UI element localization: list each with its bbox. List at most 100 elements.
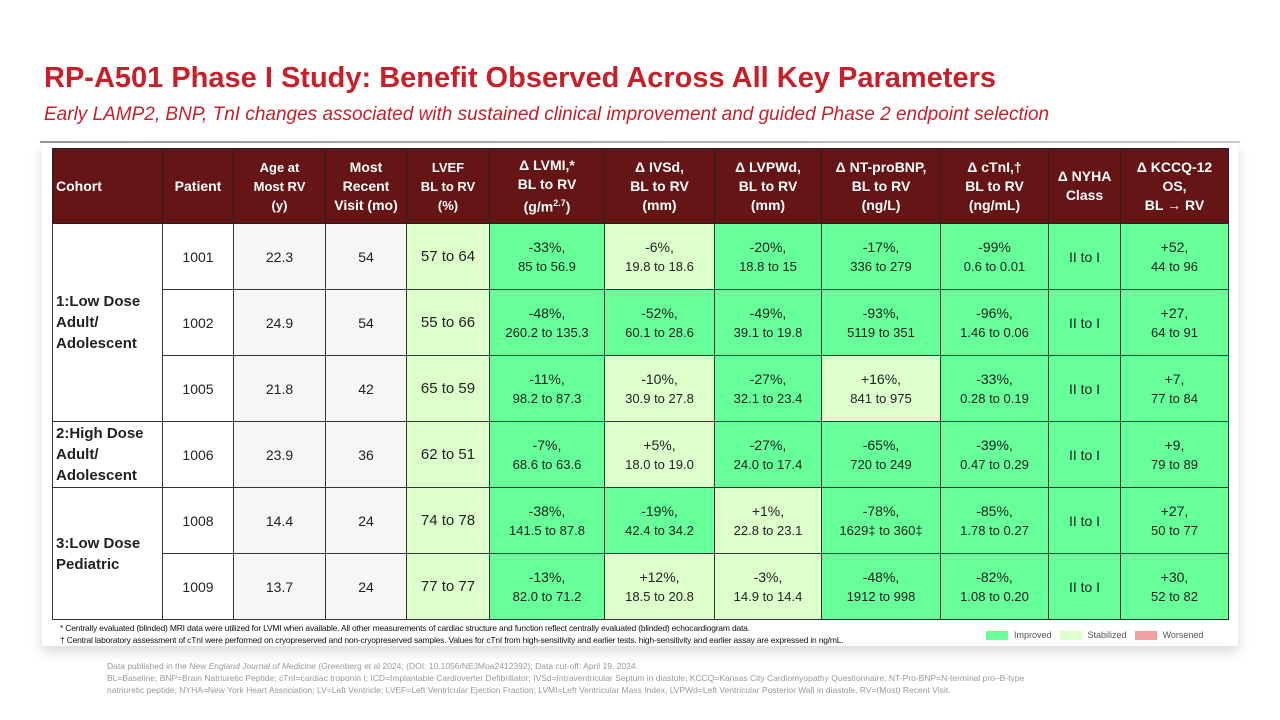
cell-value-imp: +27, 64 to 91 (1120, 289, 1229, 356)
range-value: 30.9 to 27.8 (625, 390, 694, 406)
change-value: -33%, (528, 238, 566, 255)
range-value: 1.08 to 0.20 (960, 588, 1029, 604)
change-value: II to I (1068, 380, 1101, 397)
change-value: -39%, (976, 436, 1013, 453)
range-value: 32.1 to 23.4 (733, 390, 803, 406)
cell-value-stab: +5%, 18.0 to 19.0 (604, 421, 715, 488)
column-header: LVEF BL to RV (%) (406, 148, 490, 224)
change-value: -33%, (976, 370, 1013, 387)
cell-value-imp: -52%, 60.1 to 28.6 (604, 289, 715, 356)
range-value: 18.8 to 15 (739, 258, 797, 274)
change-value: +5%, (643, 436, 676, 453)
change-value: +27, (1160, 502, 1189, 519)
change-value: 77 to 77 (420, 577, 476, 595)
cell-value-stab: -3%, 14.9 to 14.4 (714, 553, 822, 620)
change-value: -85%, (976, 502, 1013, 519)
change-value: -20%, (749, 238, 787, 255)
cell-value-stab: 57 to 64 (406, 223, 490, 290)
cell-value-imp: II to I (1048, 421, 1121, 488)
range-value: 0.47 to 0.29 (960, 456, 1029, 472)
footnote-ctni: † Central laboratory assessment of cTnI … (60, 635, 844, 645)
cohort-label: 2:High Dose Adult/ Adolescent (52, 421, 163, 488)
cell-age: 23.9 (233, 421, 326, 488)
range-value: 64 to 91 (1151, 324, 1198, 340)
column-header: Δ NYHA Class (1048, 148, 1121, 224)
footnotes: * Centrally evaluated (blinded) MRI data… (60, 622, 844, 646)
cell-patient: 1006 (162, 421, 234, 488)
range-value: 98.2 to 87.3 (512, 390, 582, 406)
source-footer: Data published in the New England Journa… (107, 660, 1027, 696)
change-value: -82%, (976, 568, 1013, 585)
change-value: 57 to 64 (420, 247, 476, 265)
cell-value-imp: +27, 50 to 77 (1120, 487, 1229, 554)
change-value: -93%, (862, 304, 900, 321)
change-value: +27, (1160, 304, 1189, 321)
cell-age: 14.4 (233, 487, 326, 554)
range-value: 18.0 to 19.0 (625, 456, 694, 472)
table-row: 1009 13.7 24 77 to 77 -13%, 82.0 to 71.2 +12%,… (53, 553, 1229, 620)
cell-visit: 54 (325, 289, 407, 356)
cell-value-imp: +7, 77 to 84 (1120, 355, 1229, 422)
cell-value-imp: -85%, 1.78 to 0.27 (940, 487, 1049, 554)
range-value: 336 to 279 (850, 258, 912, 274)
cell-patient: 1008 (162, 487, 234, 554)
change-value: II to I (1068, 314, 1101, 331)
cell-visit: 24 (325, 553, 407, 620)
change-value: +1%, (751, 502, 785, 519)
change-value: +16%, (860, 370, 902, 387)
range-value: 39.1 to 19.8 (733, 324, 803, 340)
change-value: -10%, (641, 370, 678, 387)
cell-visit: 24 (325, 487, 407, 554)
cell-patient: 1009 (162, 553, 234, 620)
cell-value-imp: -33%, 85 to 56.9 (489, 223, 605, 290)
range-value: 77 to 84 (1151, 390, 1198, 406)
cell-value-imp: +30, 52 to 82 (1120, 553, 1229, 620)
cell-value-imp: -7%, 68.6 to 63.6 (489, 421, 605, 488)
range-value: 85 to 56.9 (518, 258, 576, 274)
cell-visit: 54 (325, 223, 407, 290)
change-value: II to I (1068, 578, 1101, 595)
change-value: II to I (1068, 248, 1101, 265)
change-value: -3%, (753, 568, 783, 585)
range-value: 141.5 to 87.8 (509, 522, 585, 538)
change-value: 74 to 78 (420, 511, 476, 529)
change-value: -7%, (532, 436, 562, 453)
range-value: 60.1 to 28.6 (625, 324, 694, 340)
header-row: Cohort Patient Age at Most RV (y) Most Recent V… (52, 148, 1229, 224)
range-value: 19.8 to 18.6 (625, 258, 694, 274)
change-value: -27%, (749, 436, 787, 453)
cell-value-stab: -6%, 19.8 to 18.6 (604, 223, 715, 290)
change-value: -17%, (862, 238, 900, 255)
change-value: +30, (1160, 568, 1189, 585)
cell-value-imp: -33%, 0.28 to 0.19 (940, 355, 1049, 422)
change-value: +7, (1164, 370, 1185, 387)
cell-value-imp: -78%, 1629‡ to 360‡ (821, 487, 941, 554)
change-value: -48%, (528, 304, 566, 321)
column-header: Patient (162, 148, 234, 224)
range-value: 24.0 to 17.4 (733, 456, 803, 472)
range-value: 0.6 to 0.01 (963, 258, 1026, 274)
cell-value-stab: +1%, 22.8 to 23.1 (714, 487, 822, 554)
range-value: 14.9 to 14.4 (733, 588, 803, 604)
cohort-label: 1:Low Dose Adult/ Adolescent (52, 223, 163, 422)
column-header: Cohort (52, 148, 163, 224)
cell-value-imp: -99% 0.6 to 0.01 (940, 223, 1049, 290)
change-value: -65%, (862, 436, 900, 453)
change-value: II to I (1068, 512, 1101, 529)
cell-value-imp: -93%, 5119 to 351 (821, 289, 941, 356)
footnote-lvmi: * Centrally evaluated (blinded) MRI data… (60, 623, 750, 633)
range-value: 1.78 to 0.27 (960, 522, 1029, 538)
range-value: 1912 to 998 (846, 588, 916, 604)
cell-value-imp: +9, 79 to 89 (1120, 421, 1229, 488)
column-header: Δ cTnI,† BL to RV (ng/mL) (940, 148, 1049, 224)
cell-value-imp: +52, 44 to 96 (1120, 223, 1229, 290)
cell-value-imp: -27%, 32.1 to 23.4 (714, 355, 822, 422)
cell-value-stab: 74 to 78 (406, 487, 490, 554)
cell-value-imp: -11%, 98.2 to 87.3 (489, 355, 605, 422)
range-value: 18.5 to 20.8 (625, 588, 694, 604)
range-value: 50 to 77 (1151, 522, 1198, 538)
change-value: -52%, (641, 304, 678, 321)
change-value: 55 to 66 (420, 313, 476, 331)
publication-note: Data published in the New England Journa… (107, 661, 638, 671)
change-value: -96%, (976, 304, 1013, 321)
